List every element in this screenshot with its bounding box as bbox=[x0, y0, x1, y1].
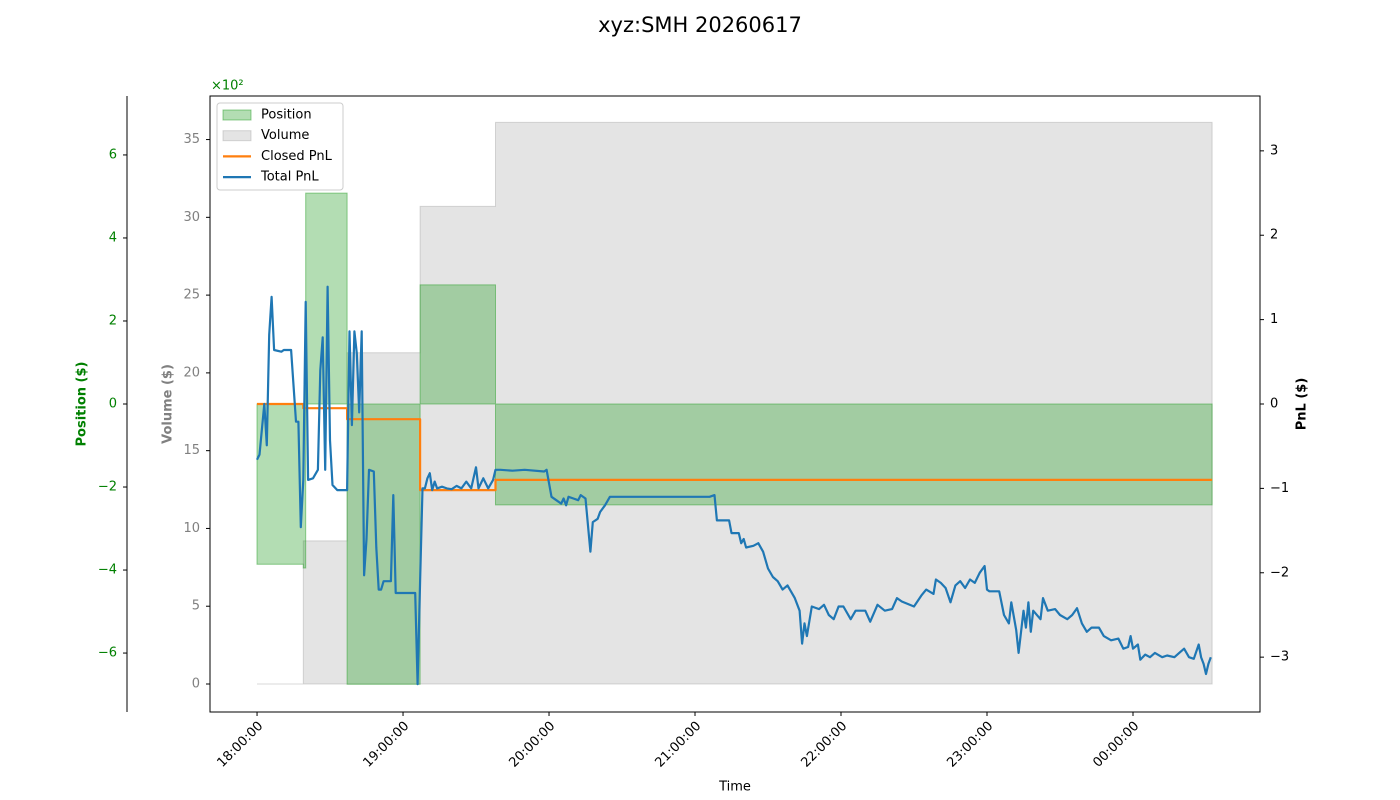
yticks-tick-label: 10 bbox=[183, 521, 200, 536]
yticks-tick-label: 35 bbox=[183, 132, 200, 147]
y2ticks-tick-label: 2 bbox=[1270, 228, 1278, 243]
y2ticks-tick-label: −2 bbox=[1270, 565, 1289, 580]
x-tick-label: 20:00:00 bbox=[506, 719, 558, 771]
y3ticks-tick-label: −4 bbox=[98, 563, 117, 578]
legend-label: Volume bbox=[261, 128, 309, 143]
legend-swatch bbox=[222, 130, 252, 142]
y2ticks-tick-label: 3 bbox=[1270, 143, 1278, 158]
yticks-tick-label: 20 bbox=[183, 365, 200, 380]
x-tick-label: 22:00:00 bbox=[798, 719, 850, 771]
position-offset-label: ×10² bbox=[211, 79, 244, 94]
x-tick-label: 00:00:00 bbox=[1090, 719, 1142, 771]
y3ticks-tick-label: −6 bbox=[98, 646, 117, 661]
y3ticks-tick-label: 6 bbox=[109, 147, 117, 162]
y3ticks-tick-label: −2 bbox=[98, 480, 117, 495]
area bbox=[256, 192, 1213, 685]
x-axis-label: Time bbox=[718, 780, 751, 795]
legend-label: Total PnL bbox=[260, 170, 319, 185]
pnl-axis-label: PnL ($) bbox=[1295, 378, 1310, 431]
legend-entries: Position Volume Closed PnL Total PnL bbox=[222, 108, 333, 185]
y2ticks-tick-label: −1 bbox=[1270, 481, 1289, 496]
y3ticks-tick-label: 4 bbox=[109, 230, 117, 245]
yticks-tick-label: 0 bbox=[192, 677, 200, 692]
chart-title: xyz:SMH 20260617 bbox=[598, 13, 802, 37]
x-tick-label: 18:00:00 bbox=[214, 719, 266, 771]
y3ticks-tick-label: 0 bbox=[109, 397, 117, 412]
volume-axis-label: Volume ($) bbox=[161, 364, 176, 444]
plot-area bbox=[256, 121, 1213, 686]
line bbox=[256, 285, 1212, 686]
x-tick-label: 23:00:00 bbox=[944, 719, 996, 771]
legend-label: Position bbox=[261, 108, 312, 123]
y2ticks-tick-label: −3 bbox=[1270, 650, 1289, 665]
position-axis-label: Position ($) bbox=[75, 362, 90, 447]
y2ticks-tick-label: 1 bbox=[1270, 312, 1278, 327]
yticks-tick-label: 15 bbox=[183, 443, 200, 458]
y2ticks-tick-label: 0 bbox=[1270, 397, 1278, 412]
yticks-tick-label: 5 bbox=[192, 599, 200, 614]
y3ticks-tick-label: 2 bbox=[109, 313, 117, 328]
yticks-tick-label: 30 bbox=[183, 210, 200, 225]
x-tick-label: 19:00:00 bbox=[360, 719, 412, 771]
yticks-tick-label: 25 bbox=[183, 288, 200, 303]
x-tick-label: 21:00:00 bbox=[652, 719, 704, 771]
legend bbox=[216, 102, 344, 191]
legend-label: Closed PnL bbox=[261, 149, 333, 164]
legend-swatch bbox=[222, 109, 252, 121]
